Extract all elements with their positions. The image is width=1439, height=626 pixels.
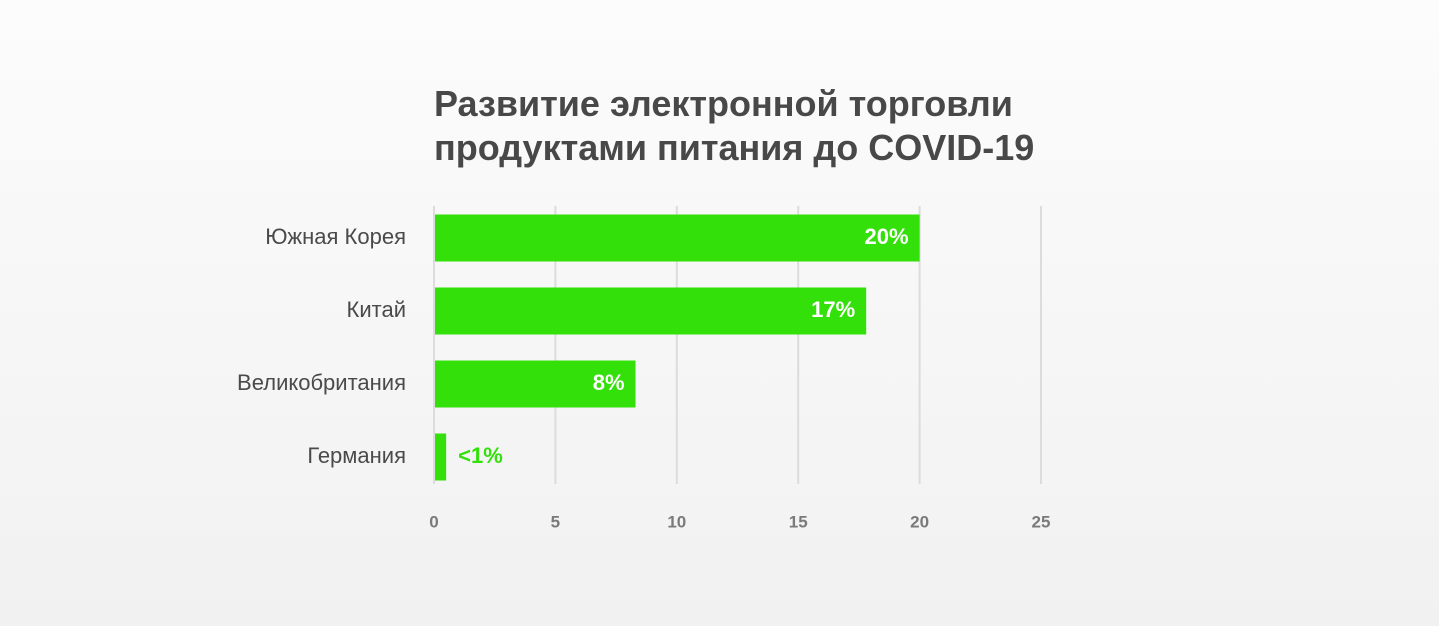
x-tick-label: 0	[429, 512, 438, 531]
bar	[435, 433, 447, 481]
bar	[435, 360, 636, 408]
x-tick-label: 15	[789, 512, 808, 531]
data-label: 8%	[593, 370, 625, 395]
data-label: 17%	[811, 297, 855, 322]
label-layer: 0 5 10 15 20 25 Южная Корея 20% Китай 17% Великобр…	[237, 224, 1050, 532]
chart-title: Развитие электронной торговли продуктами…	[434, 82, 1134, 170]
category-label: Великобритания	[237, 370, 406, 395]
bar	[435, 287, 867, 335]
x-tick-label: 10	[667, 512, 686, 531]
x-tick-label: 5	[551, 512, 560, 531]
category-label: Южная Корея	[265, 224, 406, 249]
data-label: 20%	[865, 224, 909, 249]
bar-layer	[435, 214, 920, 481]
category-label: Китай	[347, 297, 406, 322]
chart-title-line-2: продуктами питания до COVID-19	[434, 127, 1035, 168]
x-tick-label: 25	[1032, 512, 1051, 531]
x-tick-label: 20	[910, 512, 929, 531]
chart-title-line-1: Развитие электронной торговли	[434, 83, 1013, 124]
bar	[435, 214, 920, 262]
category-label: Германия	[307, 443, 406, 468]
data-label: <1%	[458, 443, 503, 468]
